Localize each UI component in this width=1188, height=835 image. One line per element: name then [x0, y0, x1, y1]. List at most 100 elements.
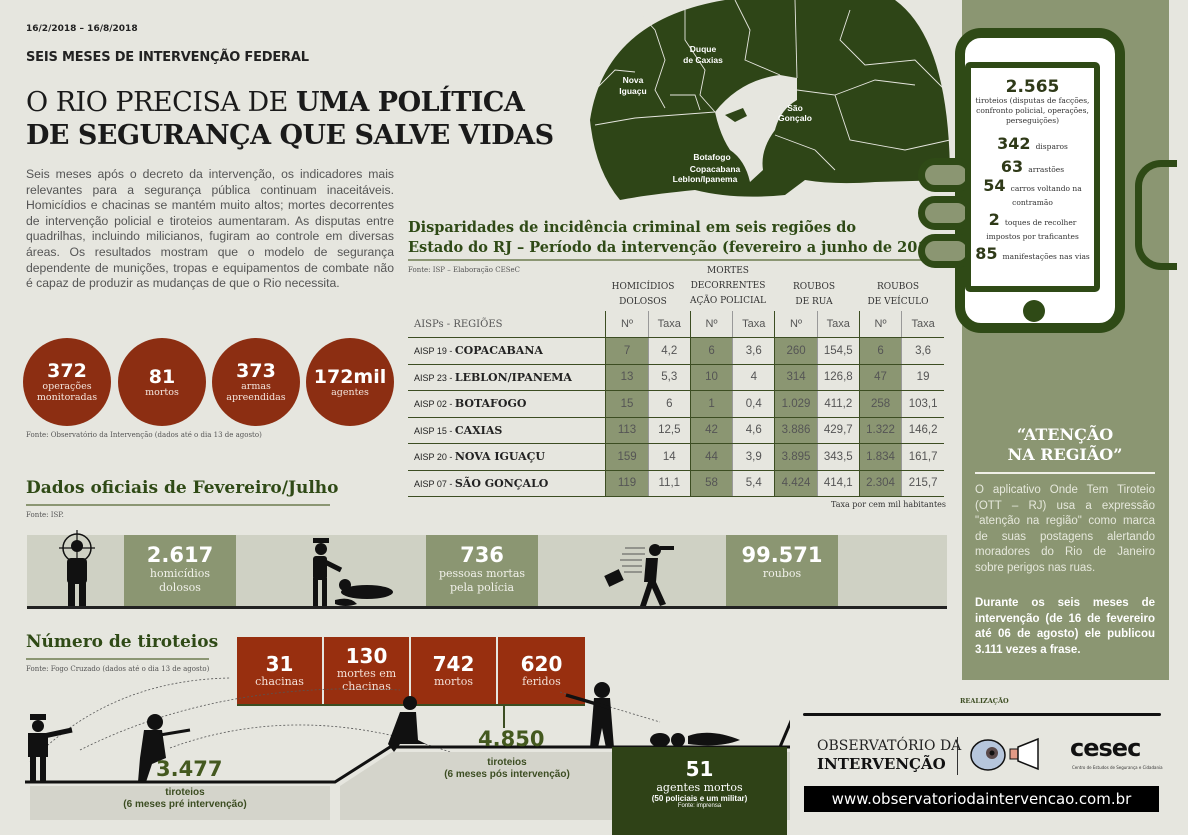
map-label-duque-2: de Caxias — [683, 55, 723, 65]
cell: 6 — [858, 337, 902, 365]
aisp-code: AISP 02 - — [414, 399, 455, 410]
table-row: AISP 07 - SÃO GONÇALO 119 11,1 58 5,4 4.42… — [408, 470, 944, 497]
cell: 260 — [774, 337, 818, 365]
table-note: Taxa por cem mil habitantes — [831, 500, 946, 509]
official-label: dolosos — [159, 581, 201, 594]
cell: 3.886 — [774, 417, 818, 444]
phone-stat-text: toques de recolher impostos por trafican… — [986, 218, 1079, 241]
official-number: 2.617 — [146, 543, 214, 567]
cell: 4.424 — [774, 470, 818, 497]
cell: 258 — [858, 390, 902, 418]
cell: 154,5 — [816, 337, 860, 365]
row-region: AISP 19 - COPACABANA — [408, 337, 606, 365]
col-group-label: DECORRENTES — [690, 281, 766, 291]
aisp-code: AISP 23 - — [414, 372, 455, 383]
region-name: NOVA IGUAÇU — [454, 450, 546, 464]
official-box-mortos-policia: 736 pessoas mortas pela polícia — [426, 535, 538, 608]
cell: 103,1 — [901, 390, 944, 418]
website-url[interactable]: www.observatoriodaintervencao.com.br — [804, 786, 1159, 812]
thumb-icon — [1135, 160, 1177, 270]
stat-label: agentes — [331, 386, 369, 398]
phone-stat-text: disparos — [1035, 142, 1068, 151]
row-region: AISP 02 - BOTAFOGO — [408, 390, 606, 418]
phone-stat: 2 toques de recolher impostos por trafic… — [971, 212, 1094, 242]
cell: 15 — [605, 390, 649, 418]
red-box-number: 31 — [265, 652, 294, 676]
map-label-sao: São — [787, 103, 803, 113]
region-name: COPACABANA — [454, 344, 543, 358]
col-taxa: Taxa — [901, 311, 944, 338]
map-label-sao-2: Gonçalo — [778, 113, 812, 123]
phone-stat: 63 arrastões — [971, 157, 1094, 176]
official-number: 99.571 — [741, 543, 823, 567]
phone-home-button-icon — [1023, 300, 1045, 322]
map-label-duque: Duque — [690, 44, 717, 54]
observatorio-logo: OBSERVATÓRIO DA INTERVENÇÃO — [817, 737, 961, 773]
table-source: Fonte: ISP – Elaboração CESeC — [408, 266, 520, 274]
region-name: CAXIAS — [454, 423, 503, 437]
cell: 1.834 — [858, 443, 902, 471]
table-title-line-2: Estado do RJ – Período da intervenção (f… — [408, 239, 945, 256]
official-rule — [26, 504, 330, 506]
phone-stat-number: 54 — [983, 176, 1006, 195]
map-label-botafogo: Botafogo — [693, 152, 730, 162]
stat-label: monitoradas — [36, 392, 98, 403]
agentes-detail: (50 policiais e um militar) — [651, 794, 748, 803]
cell: 113 — [605, 417, 649, 444]
phone-stat: 342 disparos — [971, 134, 1094, 153]
region-name: BOTAFOGO — [454, 397, 527, 411]
pre-label-line: (6 meses pré intervenção) — [123, 799, 247, 810]
official-number: 736 — [460, 543, 504, 567]
pre-label-line: tiroteios — [165, 787, 205, 798]
cell: 4 — [732, 364, 775, 391]
red-box-label: chacinas — [342, 680, 391, 693]
cell: 12,5 — [647, 417, 691, 444]
col-n: Nº — [774, 311, 818, 338]
official-label: homicídios — [149, 567, 211, 580]
phone-screen: 2.565 tiroteios (disputas de facções, co… — [965, 62, 1100, 292]
red-box-mortos: 742 mortos — [411, 637, 498, 704]
stat-circle-mortos: 81 mortos — [118, 338, 206, 426]
intro-paragraph: Seis meses após o decreto da intervenção… — [26, 167, 394, 291]
col-group-label: AÇÃO POLICIAL — [689, 296, 766, 306]
circles-source: Fonte: Observatório da Intervenção (dado… — [26, 431, 262, 439]
cell: 3,9 — [732, 443, 775, 471]
kicker: SEIS MESES DE INTERVENÇÃO FEDERAL — [26, 50, 309, 65]
cell: 1 — [689, 390, 733, 418]
official-label: roubos — [762, 567, 802, 580]
cell: 215,7 — [901, 470, 944, 497]
title-bold-1: UMA POLÍTICA — [295, 87, 525, 118]
logo-divider — [957, 737, 958, 775]
cell: 3.895 — [774, 443, 818, 471]
agentes-mortos-box: 51 agentes mortos (50 policiais e um mil… — [612, 747, 787, 835]
region-name: SÃO GONÇALO — [454, 476, 549, 490]
connector-line — [503, 706, 505, 728]
post-label: tiroteios (6 meses pós intervenção) — [432, 757, 582, 781]
atencao-title: “ATENÇÃO NA REGIÃO” — [975, 425, 1155, 465]
cell: 13 — [605, 364, 649, 391]
pre-label: tiroteios (6 meses pré intervenção) — [110, 787, 260, 811]
col-group-roubos-veiculo: ROUBOS DE VEÍCULO — [856, 280, 940, 310]
cell: 119 — [605, 470, 649, 497]
cell: 10 — [689, 364, 733, 391]
agentes-number: 51 — [685, 757, 714, 781]
official-label: pela polícia — [449, 581, 515, 594]
cell: 58 — [689, 470, 733, 497]
col-group-label: DE VEÍCULO — [867, 297, 929, 307]
agentes-label: agentes mortos — [656, 781, 743, 794]
cell: 3,6 — [732, 337, 775, 365]
aisp-code: AISP 20 - — [414, 452, 455, 463]
col-group-roubos-rua: ROUBOS DE RUA — [772, 280, 856, 310]
atencao-title-line: NA REGIÃO” — [1007, 445, 1123, 464]
col-group-label: ROUBOS — [792, 282, 836, 292]
observatorio-logo-line: OBSERVATÓRIO DA — [817, 738, 962, 754]
table-row: AISP 23 - LEBLON/IPANEMA 13 5,3 10 4 314 12… — [408, 364, 944, 391]
date-range: 16/2/2018 – 16/8/2018 — [26, 24, 138, 34]
col-n: Nº — [605, 311, 649, 338]
official-source: Fonte: ISP. — [26, 511, 64, 519]
stat-circle-agentes: 172mil agentes — [306, 338, 394, 426]
col-group-label: MORTES — [707, 266, 749, 276]
row-region: AISP 20 - NOVA IGUAÇU — [408, 443, 606, 471]
post-label-line: (6 meses pós intervenção) — [444, 769, 570, 780]
map-label-nova: Nova — [623, 75, 644, 85]
